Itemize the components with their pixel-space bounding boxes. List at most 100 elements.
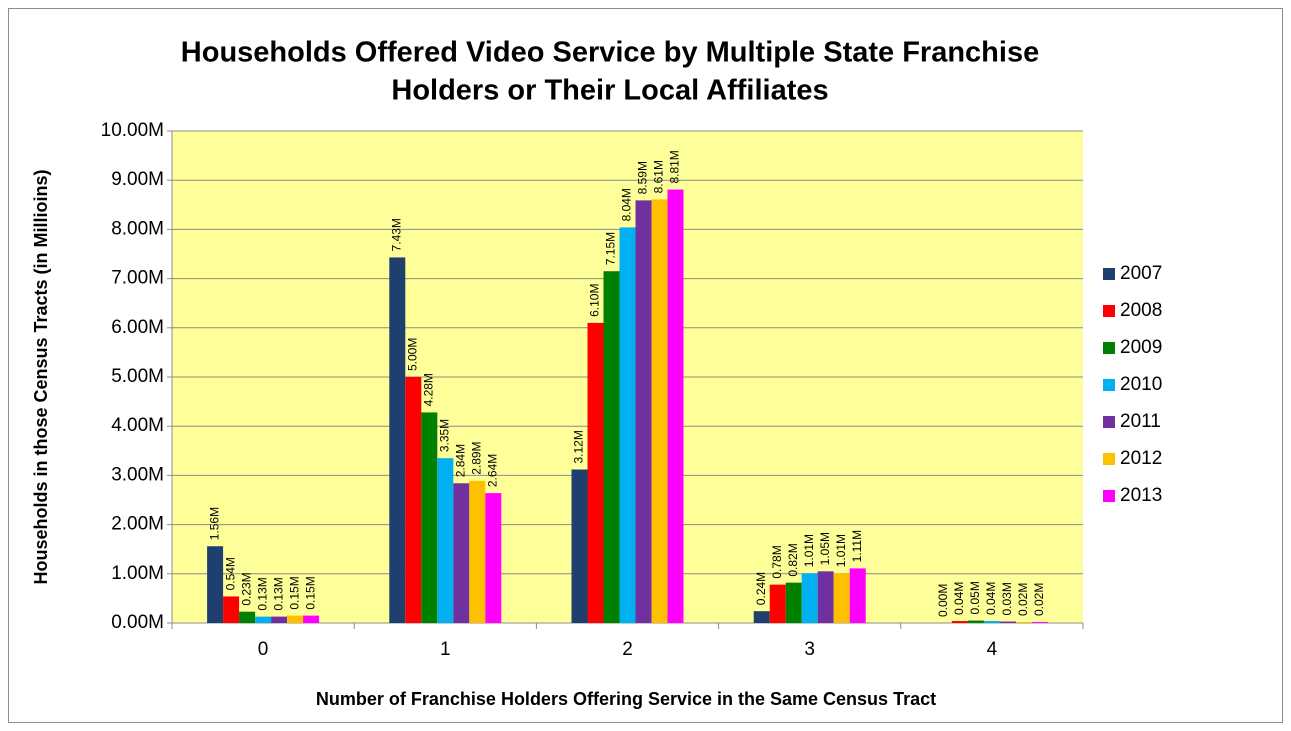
x-axis-label: Number of Franchise Holders Offering Ser… (316, 689, 936, 709)
bar (453, 483, 470, 623)
value-label: 8.81M (668, 150, 682, 183)
value-label: 0.03M (1000, 582, 1014, 615)
legend-label: 2009 (1120, 337, 1162, 358)
bar (667, 189, 684, 623)
y-tick-label: 0.00M (111, 612, 164, 633)
value-label: 1.05M (818, 532, 832, 565)
legend-swatch (1103, 453, 1115, 465)
value-label: 0.02M (1016, 583, 1030, 616)
legend-swatch (1103, 342, 1115, 354)
legend-swatch (1103, 268, 1115, 280)
value-label: 1.01M (834, 534, 848, 567)
y-tick-label: 8.00M (111, 218, 164, 239)
y-tick-label: 4.00M (111, 415, 164, 436)
y-tick-label: 1.00M (111, 563, 164, 584)
value-label: 2.64M (485, 454, 499, 487)
x-tick-label: 2 (622, 639, 633, 660)
y-tick-label: 7.00M (111, 268, 164, 289)
value-label: 0.00M (936, 584, 950, 617)
value-label: 4.28M (421, 373, 435, 406)
bar (1015, 622, 1032, 623)
value-label: 8.59M (636, 161, 650, 194)
legend-label: 2008 (1120, 300, 1162, 321)
x-tick-label: 4 (987, 639, 998, 660)
value-label: 0.78M (770, 545, 784, 578)
value-label: 2.84M (453, 444, 467, 477)
bar (785, 582, 802, 623)
bar (817, 571, 834, 623)
chart-title: Households Offered Video Service by Mult… (181, 37, 1039, 69)
bar (951, 621, 968, 623)
legend-label: 2010 (1120, 374, 1162, 395)
y-tick-label: 5.00M (111, 366, 164, 387)
value-label: 1.56M (207, 507, 221, 540)
bar (405, 377, 422, 623)
value-label: 1.01M (802, 534, 816, 567)
value-label: 1.11M (850, 530, 864, 562)
x-tick-label: 0 (258, 639, 269, 660)
value-label: 0.05M (968, 581, 982, 614)
bar (619, 227, 636, 623)
bar (287, 615, 304, 623)
value-label: 8.04M (620, 188, 634, 221)
bar (485, 493, 502, 623)
chart-title: Holders or Their Local Affiliates (391, 75, 828, 107)
bar (587, 322, 604, 623)
value-label: 0.02M (1032, 583, 1046, 616)
legend-label: 2012 (1120, 448, 1162, 469)
bar (801, 573, 818, 623)
bar (239, 611, 256, 623)
y-tick-label: 9.00M (111, 169, 164, 190)
y-tick-label: 2.00M (111, 514, 164, 535)
bar (603, 271, 620, 623)
legend-swatch (1103, 379, 1115, 391)
y-tick-label: 10.00M (101, 120, 164, 141)
value-label: 0.13M (255, 577, 269, 610)
y-tick-label: 3.00M (111, 464, 164, 485)
value-label: 2.89M (469, 441, 483, 474)
bar (207, 546, 224, 623)
legend-swatch (1103, 490, 1115, 502)
value-label: 7.15M (604, 232, 618, 265)
value-label: 0.23M (239, 572, 253, 605)
value-label: 0.54M (223, 557, 237, 590)
value-label: 0.04M (952, 582, 966, 615)
bar (271, 616, 288, 623)
legend-swatch (1103, 416, 1115, 428)
bar (635, 200, 652, 623)
value-label: 0.15M (287, 576, 301, 609)
value-label: 7.43M (389, 218, 403, 251)
y-axis-label: Households in those Census Tracts (in Mi… (31, 169, 51, 584)
bar (571, 469, 588, 623)
bar (1031, 622, 1048, 623)
value-label: 0.15M (303, 576, 317, 609)
value-label: 0.82M (786, 543, 800, 576)
bar (753, 611, 770, 623)
bar (769, 584, 786, 623)
bar (437, 458, 454, 623)
value-label: 5.00M (405, 338, 419, 371)
value-label: 8.61M (652, 160, 666, 193)
legend-label: 2011 (1120, 411, 1161, 432)
bar (469, 480, 486, 623)
legend-swatch (1103, 305, 1115, 317)
x-tick-label: 3 (804, 639, 815, 660)
value-label: 3.12M (572, 430, 586, 463)
bar (967, 620, 984, 623)
bar (255, 616, 272, 623)
value-label: 0.24M (754, 572, 768, 605)
value-label: 0.04M (984, 582, 998, 615)
x-tick-label: 1 (440, 639, 451, 660)
value-label: 0.13M (271, 577, 285, 610)
bar (303, 615, 320, 623)
legend-label: 2007 (1120, 263, 1162, 284)
bar (651, 199, 668, 623)
bar (389, 257, 406, 623)
legend-label: 2013 (1120, 485, 1162, 506)
bar (999, 621, 1016, 623)
bar (421, 412, 438, 623)
y-tick-label: 6.00M (111, 317, 164, 338)
value-label: 3.35M (437, 419, 451, 452)
bar (983, 621, 1000, 623)
